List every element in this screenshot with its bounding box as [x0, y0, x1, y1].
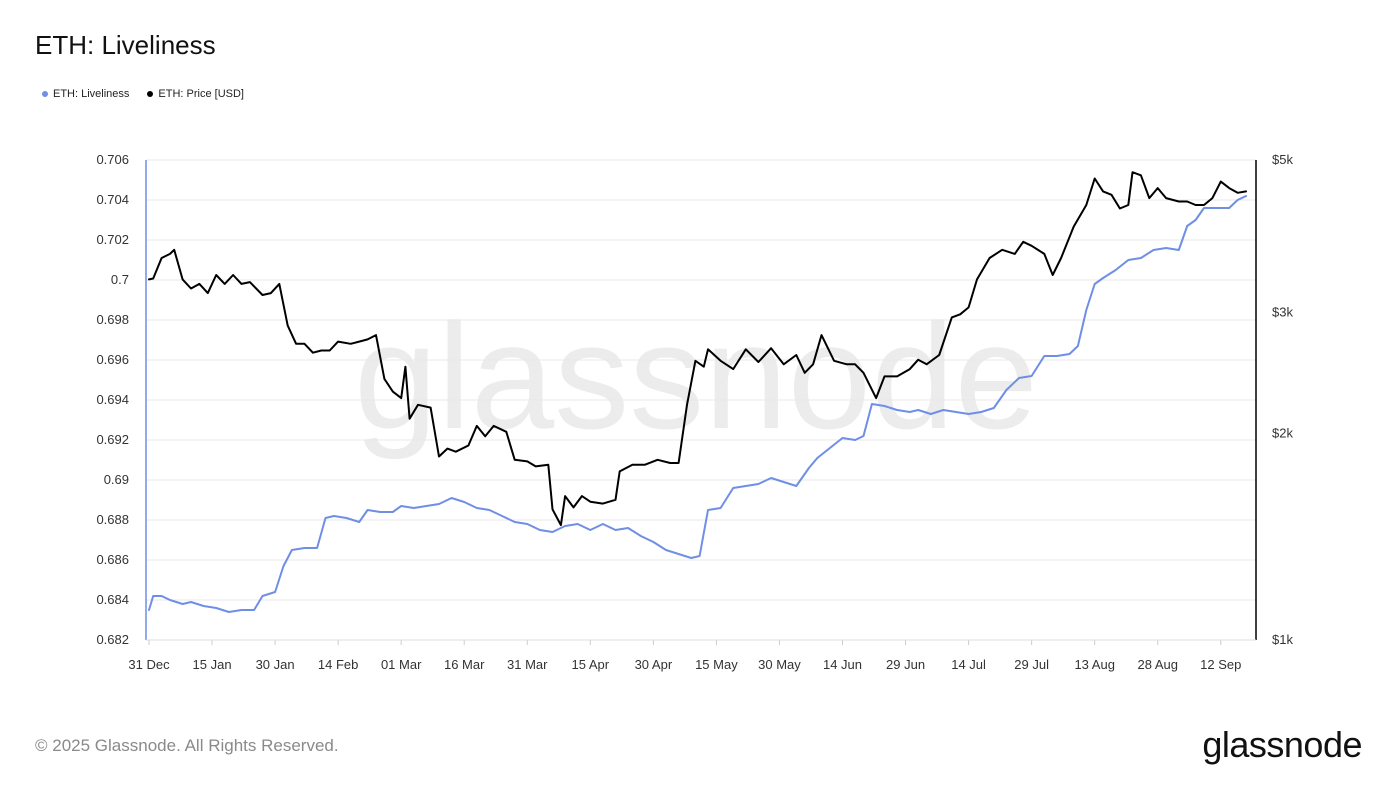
y-right-tick-label: $1k [1272, 632, 1293, 647]
x-tick-label: 28 Aug [1137, 657, 1178, 672]
legend-dot-liveliness [42, 91, 48, 97]
x-tick-label: 29 Jul [1014, 657, 1049, 672]
legend-dot-price [147, 91, 154, 97]
y-left-tick-label: 0.69 [104, 472, 129, 487]
y-left-tick-label: 0.694 [96, 392, 129, 407]
y-left-tick-label: 0.682 [96, 632, 129, 647]
x-tick-label: 14 Feb [318, 657, 358, 672]
x-tick-label: 14 Jul [951, 657, 986, 672]
liveliness-line [148, 195, 1247, 613]
y-left-tick-label: 0.696 [96, 352, 129, 367]
x-tick-label: 30 May [758, 657, 801, 672]
x-tick-label: 31 Mar [507, 657, 548, 672]
legend-label-price: ETH: Price [USD] [158, 88, 244, 100]
y-left-tick-label: 0.684 [96, 592, 129, 607]
watermark: glassnode [354, 292, 1038, 460]
y-right-tick-label: $3k [1272, 304, 1293, 319]
y-left-tick-label: 0.692 [96, 432, 129, 447]
y-left-tick-label: 0.688 [96, 512, 129, 527]
x-tick-label: 01 Mar [381, 657, 422, 672]
y-left-tick-label: 0.698 [96, 312, 129, 327]
x-tick-label: 14 Jun [823, 657, 862, 672]
x-tick-label: 13 Aug [1074, 657, 1115, 672]
chart-title: ETH: Liveliness [35, 30, 216, 60]
x-tick-label: 29 Jun [886, 657, 925, 672]
y-right-tick-label: $2k [1272, 425, 1293, 440]
x-tick-label: 15 Apr [572, 657, 610, 672]
y-left-tick-label: 0.706 [96, 152, 129, 167]
x-tick-label: 15 May [695, 657, 738, 672]
y-left-tick-label: 0.702 [96, 232, 129, 247]
glassnode-logo: glassnode [1202, 724, 1362, 765]
x-tick-label: 30 Jan [256, 657, 295, 672]
copyright-text: © 2025 Glassnode. All Rights Reserved. [35, 736, 339, 755]
x-tick-label: 31 Dec [128, 657, 170, 672]
legend: ETH: Liveliness ETH: Price [USD] [42, 88, 244, 100]
x-tick-label: 30 Apr [635, 657, 673, 672]
price-line [148, 171, 1247, 527]
y-left-tick-label: 0.704 [96, 192, 129, 207]
y-right-tick-label: $5k [1272, 152, 1293, 167]
x-tick-label: 15 Jan [193, 657, 232, 672]
x-tick-label: 12 Sep [1200, 657, 1241, 672]
y-left-tick-label: 0.7 [111, 272, 129, 287]
legend-item-price[interactable]: ETH: Price [USD] [147, 88, 244, 100]
legend-label-liveliness: ETH: Liveliness [53, 88, 130, 100]
x-tick-label: 16 Mar [444, 657, 485, 672]
legend-item-liveliness[interactable]: ETH: Liveliness [42, 88, 129, 100]
y-left-tick-label: 0.686 [96, 552, 129, 567]
